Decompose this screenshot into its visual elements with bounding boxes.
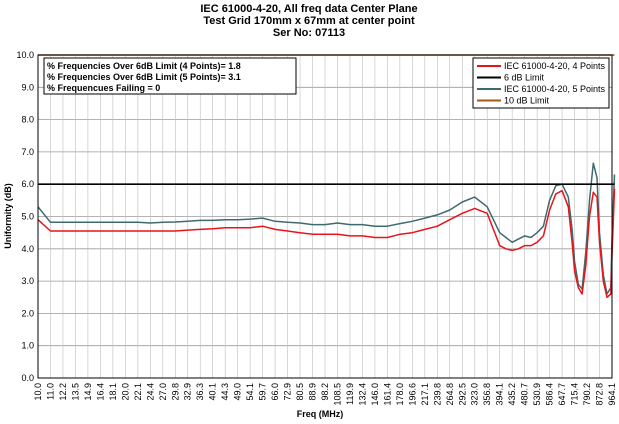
y-tick-label: 6.0 xyxy=(21,179,34,189)
x-tick-label: 872.8 xyxy=(595,383,605,406)
x-tick-label: 132.4 xyxy=(357,383,367,406)
y-tick-label: 8.0 xyxy=(21,115,34,125)
x-tick-label: 72.9 xyxy=(283,383,293,401)
stats-line-1: % Frequencies Over 6dB Limit (4 Points)=… xyxy=(47,61,241,71)
x-tick-labels: 10.0 11.0 12.2 13.5 14.9 16.4 18.1 20.0 22.1 24.4… xyxy=(33,383,617,406)
x-tick-label: 88.9 xyxy=(308,383,318,401)
x-tick-label: 530.9 xyxy=(532,383,542,406)
x-tick-label: 59.7 xyxy=(258,383,268,401)
y-axis-label: Uniformity (dB) xyxy=(3,183,13,249)
y-tick-label: 9.0 xyxy=(21,82,34,92)
x-tick-label: 24.4 xyxy=(145,383,155,401)
y-tick-labels: 0.0 1.0 2.0 3.0 4.0 5.0 6.0 7.0 8.0 9.0 10.0 xyxy=(16,50,34,383)
x-tick-label: 239.8 xyxy=(432,383,442,406)
chart-title-line-3: Ser No: 07113 xyxy=(273,27,345,39)
x-tick-label: 11.0 xyxy=(45,383,55,400)
x-tick-label: 54.1 xyxy=(245,383,255,401)
x-tick-label: 18.1 xyxy=(108,383,118,401)
x-tick-label: 49.0 xyxy=(233,383,243,401)
x-tick-label: 16.4 xyxy=(95,383,105,401)
x-tick-label: 394.1 xyxy=(495,383,505,406)
x-tick-label: 10.0 xyxy=(33,383,43,401)
y-tick-label: 10.0 xyxy=(16,50,34,60)
x-tick-label: 20.0 xyxy=(120,383,130,401)
y-tick-label: 3.0 xyxy=(21,276,34,286)
x-tick-label: 98.2 xyxy=(320,383,330,401)
x-tick-label: 292.5 xyxy=(457,383,467,406)
x-tick-label: 356.8 xyxy=(482,383,492,406)
x-tick-label: 264.8 xyxy=(445,383,455,406)
x-tick-label: 80.5 xyxy=(295,383,305,401)
chart-title-line-1: IEC 61000-4-20, All freq data Center Pla… xyxy=(200,3,417,15)
x-tick-label: 32.9 xyxy=(183,383,193,401)
x-tick-label: 146.0 xyxy=(370,383,380,406)
stats-box: % Frequencies Over 6dB Limit (4 Points)=… xyxy=(43,57,297,95)
plot-area xyxy=(37,54,613,379)
x-tick-label: 13.5 xyxy=(70,383,80,401)
legend-label: 10 dB Limit xyxy=(504,96,550,106)
x-tick-label: 196.6 xyxy=(407,383,417,406)
stats-line-3: % Frequencues Failing = 0 xyxy=(47,83,160,93)
x-tick-label: 715.4 xyxy=(570,383,580,406)
series-line xyxy=(37,162,616,295)
y-tick-label: 7.0 xyxy=(21,147,34,157)
x-tick-label: 323.0 xyxy=(470,383,480,406)
stats-line-2: % Frequencies Over 6dB Limit (5 Points)=… xyxy=(47,72,241,82)
x-tick-label: 435.2 xyxy=(507,383,517,406)
y-tick-label: 1.0 xyxy=(21,341,34,351)
x-tick-label: 790.2 xyxy=(582,383,592,406)
y-tick-label: 4.0 xyxy=(21,244,34,254)
y-tick-label: 0.0 xyxy=(21,373,34,383)
x-tick-label: 647.7 xyxy=(557,383,567,406)
x-tick-label: 178.0 xyxy=(395,383,405,406)
x-tick-label: 27.0 xyxy=(158,383,168,401)
x-tick-label: 119.9 xyxy=(345,383,355,405)
chart-title-line-2: Test Grid 170mm x 67mm at center point xyxy=(203,15,415,27)
x-tick-label: 14.9 xyxy=(83,383,93,401)
x-tick-label: 44.3 xyxy=(220,383,230,401)
x-tick-label: 36.3 xyxy=(195,383,205,401)
legend-label: 6 dB Limit xyxy=(504,73,545,83)
x-tick-label: 161.4 xyxy=(382,383,392,406)
x-tick-label: 22.1 xyxy=(133,383,143,401)
x-tick-label: 40.1 xyxy=(208,383,218,401)
x-tick-label: 586.4 xyxy=(545,383,555,406)
y-tick-label: 2.0 xyxy=(21,308,34,318)
series-line xyxy=(37,188,616,299)
legend-label: IEC 61000-4-20, 4 Points xyxy=(504,61,606,71)
x-tick-label: 108.5 xyxy=(332,383,342,406)
x-tick-label: 66.0 xyxy=(270,383,280,401)
x-tick-label: 964.1 xyxy=(607,383,617,406)
x-tick-label: 29.8 xyxy=(170,383,180,401)
x-axis-label: Freq (MHz) xyxy=(297,409,344,419)
x-tick-label: 12.2 xyxy=(58,383,68,401)
y-tick-label: 5.0 xyxy=(21,212,34,222)
x-tick-label: 217.1 xyxy=(420,383,430,406)
x-tick-label: 480.7 xyxy=(520,383,530,406)
legend-label: IEC 61000-4-20, 5 Points xyxy=(504,84,606,94)
